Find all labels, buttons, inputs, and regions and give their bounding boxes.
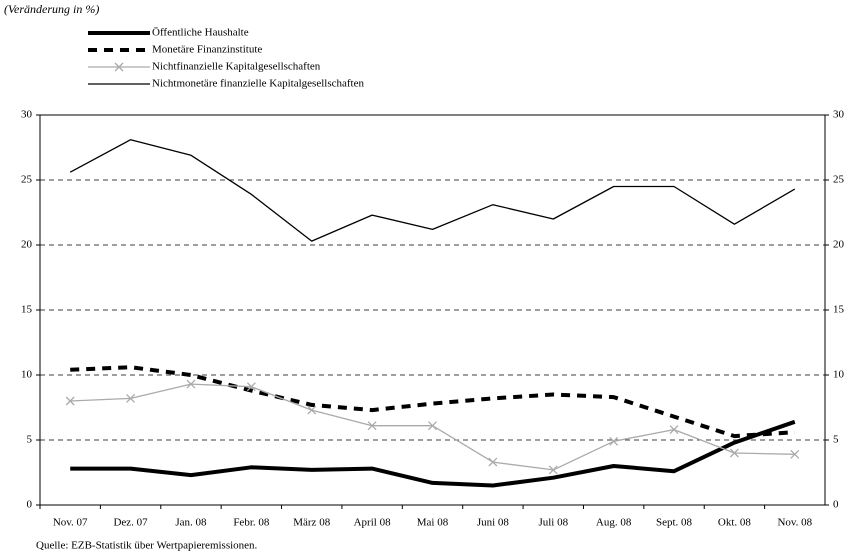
y-tick-label: 0 xyxy=(27,499,33,511)
legend-marker xyxy=(114,62,124,72)
x-tick-label: Jan. 08 xyxy=(175,517,207,529)
x-tick-label: Febr. 08 xyxy=(233,517,270,529)
legend-label: Öffentliche Haushalte xyxy=(152,27,249,39)
marker xyxy=(790,449,800,459)
y-tick-label: 30 xyxy=(21,109,33,121)
x-tick-label: März 08 xyxy=(293,517,330,529)
legend-label: Nichtfinanzielle Kapitalgesellschaften xyxy=(152,61,321,73)
chart-title: (Veränderung in %) xyxy=(4,2,99,16)
series-line xyxy=(70,419,796,488)
y2-tick-label: 0 xyxy=(833,499,839,511)
marker xyxy=(548,465,558,475)
x-tick-label: Nov. 08 xyxy=(777,517,812,529)
y2-tick-label: 25 xyxy=(833,174,845,186)
y-tick-label: 25 xyxy=(21,174,33,186)
y2-tick-label: 5 xyxy=(833,434,839,446)
x-tick-label: Sept. 08 xyxy=(656,517,693,529)
y2-tick-label: 20 xyxy=(833,239,845,251)
series-line xyxy=(69,139,796,242)
series-line xyxy=(70,383,795,471)
series-line xyxy=(70,365,795,439)
marker xyxy=(367,421,377,431)
y-tick-label: 15 xyxy=(21,304,33,316)
marker xyxy=(246,382,256,392)
marker xyxy=(488,457,498,467)
marker xyxy=(609,436,619,446)
marker xyxy=(126,393,136,403)
marker xyxy=(428,421,437,431)
marker xyxy=(729,448,739,458)
source: Quelle: EZB-Statistik über Wertpapieremi… xyxy=(36,540,258,552)
y-tick-label: 5 xyxy=(27,434,33,446)
x-tick-label: Mai 08 xyxy=(417,517,449,529)
marker xyxy=(669,425,679,435)
marker xyxy=(307,405,317,415)
x-tick-label: Nov. 07 xyxy=(53,517,88,529)
y2-tick-label: 30 xyxy=(833,109,845,121)
marker xyxy=(186,379,196,389)
x-tick-label: April 08 xyxy=(354,517,391,529)
y-tick-label: 20 xyxy=(21,239,33,251)
x-tick-label: Juli 08 xyxy=(538,517,568,529)
marker xyxy=(65,396,75,406)
y-tick-label: 10 xyxy=(21,369,33,381)
x-tick-label: Dez. 07 xyxy=(113,517,148,529)
x-tick-label: Aug. 08 xyxy=(596,517,632,529)
legend-label: Nichtmonetäre finanzielle Kapitalgesells… xyxy=(152,78,364,90)
x-tick-label: Juni 08 xyxy=(477,517,510,529)
x-tick-label: Okt. 08 xyxy=(718,517,752,529)
y2-tick-label: 10 xyxy=(833,369,845,381)
y2-tick-label: 15 xyxy=(833,304,845,316)
legend-label: Monetäre Finanzinstitute xyxy=(152,44,262,56)
